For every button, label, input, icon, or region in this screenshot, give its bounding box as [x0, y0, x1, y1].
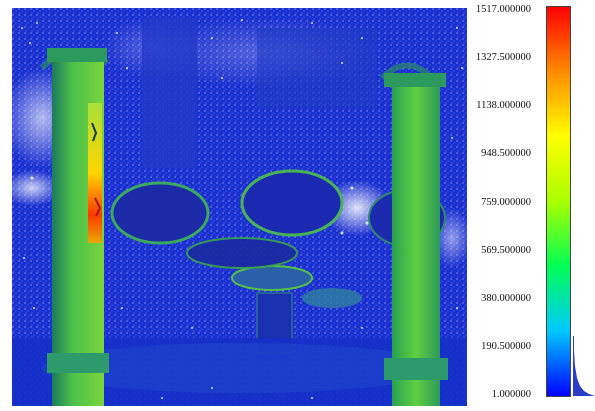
basin-center [240, 169, 344, 237]
scalar-bar-tick-label: 948.500000 [481, 148, 531, 160]
pillar-left-hotspot [88, 103, 102, 243]
pillar-left-capital [47, 48, 107, 62]
basin-lower [231, 265, 313, 291]
wall-niche [142, 18, 197, 168]
scalar-bar-tick-label: 1517.000000 [475, 3, 531, 15]
noise-cluster [12, 170, 62, 206]
scalar-bar-tick-label: 569.500000 [481, 244, 531, 256]
point-cloud-viewport[interactable] [12, 8, 467, 406]
scalar-bar-tick-label: 759.000000 [481, 196, 531, 208]
point-noise [21, 19, 463, 399]
scalar-bar-tick-label: 1.000000 [491, 388, 531, 400]
pillar-left-base [47, 353, 109, 373]
fountain-base [302, 288, 362, 308]
point-cloud-render [12, 8, 467, 406]
floor-shadow [42, 343, 442, 393]
scalar-bar: 1517.000000 1327.500000 1138.000000 948.500… [470, 0, 595, 411]
scalar-bar-tick-label: 380.000000 [481, 292, 531, 304]
pillar-right-base [384, 358, 448, 380]
pillar-right-capital [384, 73, 446, 87]
scalar-bar-tick-label: 1327.500000 [475, 51, 531, 63]
fountain-rim [186, 237, 298, 269]
color-scale-bar [546, 6, 571, 397]
basin-left [110, 181, 210, 245]
wall-panel [257, 28, 377, 108]
scalar-bar-tick-label: 1138.000000 [476, 100, 531, 111]
scalar-bar-tick-label: 190.500000 [481, 340, 531, 352]
value-histogram [573, 336, 595, 396]
pillar-right [392, 83, 440, 406]
